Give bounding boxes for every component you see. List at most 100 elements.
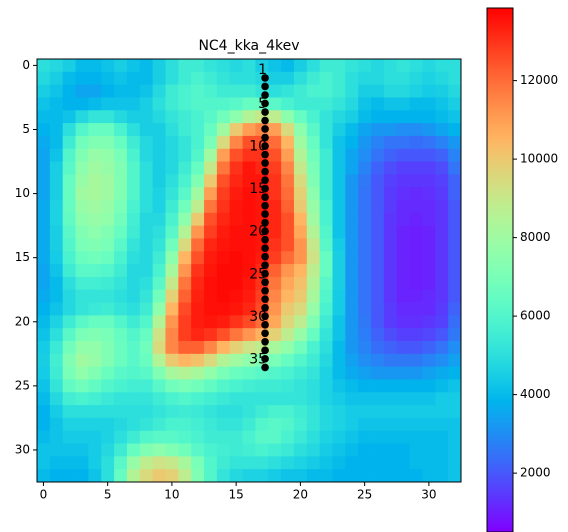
heatmap-cell — [293, 430, 308, 444]
heatmap-cell — [242, 123, 256, 137]
heatmap-cell — [268, 110, 282, 124]
heatmap-cell — [371, 276, 385, 291]
heatmap-cell — [126, 264, 141, 278]
heatmap-cell — [88, 366, 102, 380]
heatmap-cell — [126, 289, 141, 303]
heatmap-cell — [88, 225, 102, 239]
y-tick-label: 5 — [22, 122, 30, 136]
heatmap-cell — [319, 97, 333, 111]
heatmap-cell — [435, 443, 449, 457]
heatmap-cell — [101, 212, 115, 227]
heatmap-cell — [422, 71, 436, 86]
heatmap-cell — [319, 225, 333, 239]
heatmap-cell — [435, 430, 449, 444]
heatmap-cell — [293, 289, 308, 303]
heatmap-cell — [306, 443, 321, 457]
heatmap-cell — [319, 443, 333, 457]
heatmap-cell — [358, 84, 372, 98]
heatmap-cell — [306, 276, 321, 291]
heatmap-cell — [409, 430, 423, 444]
heatmap-cell — [448, 161, 462, 175]
heatmap-cell — [139, 59, 154, 73]
heatmap-cell — [75, 251, 89, 265]
heatmap-cell — [281, 366, 295, 380]
heatmap-cell — [165, 430, 179, 444]
heatmap-cell — [229, 264, 243, 278]
heatmap-cell — [396, 366, 411, 380]
heatmap-cell — [383, 353, 398, 368]
heatmap-cell — [88, 405, 102, 419]
x-tick-label: 25 — [357, 488, 372, 502]
heatmap-cell — [242, 405, 256, 419]
heatmap-cell — [204, 225, 218, 239]
heatmap-cell — [178, 392, 192, 406]
heatmap-cell — [383, 97, 398, 111]
heatmap-cell — [62, 328, 76, 342]
point — [261, 159, 269, 167]
heatmap-cell — [268, 456, 282, 470]
point — [261, 201, 269, 210]
heatmap-cell — [139, 392, 154, 406]
heatmap-cell — [101, 200, 115, 214]
heatmap-cell — [139, 443, 154, 457]
point — [261, 133, 269, 142]
heatmap-cell — [396, 392, 411, 406]
heatmap-cell — [49, 187, 64, 201]
heatmap-cell — [409, 71, 423, 86]
heatmap-cell — [229, 110, 243, 124]
heatmap-cell — [178, 430, 192, 444]
heatmap-cell — [268, 353, 282, 368]
heatmap-cell — [422, 392, 436, 406]
heatmap-cell — [114, 200, 128, 214]
heatmap-cell — [204, 379, 218, 393]
heatmap-cell — [62, 110, 76, 124]
x-tick-label: 20 — [293, 488, 308, 502]
heatmap-cell — [281, 456, 295, 470]
heatmap-cell — [242, 212, 256, 227]
heatmap-cell — [204, 264, 218, 278]
heatmap-cell — [422, 379, 436, 393]
heatmap-cell — [345, 59, 359, 73]
heatmap-cell — [409, 443, 423, 457]
heatmap-cell — [139, 238, 154, 252]
heatmap-cell — [422, 212, 436, 227]
heatmap-cell — [114, 469, 128, 483]
heatmap-cell — [281, 392, 295, 406]
heatmap-cell — [371, 328, 385, 342]
heatmap-cell — [114, 174, 128, 188]
heatmap-cell — [319, 212, 333, 227]
heatmap-cell — [101, 225, 115, 239]
heatmap-cell — [216, 264, 231, 278]
heatmap-cell — [371, 123, 385, 137]
heatmap-cell — [204, 443, 218, 457]
heatmap-cell — [126, 212, 141, 227]
heatmap-cell — [191, 341, 205, 355]
heatmap-cell — [409, 148, 423, 162]
heatmap-cell — [37, 97, 51, 111]
heatmap-cell — [139, 174, 154, 188]
point — [261, 235, 269, 244]
heatmap-cell — [191, 71, 205, 86]
heatmap-cell — [319, 161, 333, 175]
point-label: 5 — [258, 96, 267, 112]
heatmap-cell — [152, 469, 166, 483]
heatmap-cell — [216, 200, 231, 214]
heatmap-cell — [319, 469, 333, 483]
heatmap-cell — [191, 110, 205, 124]
heatmap-cell — [191, 328, 205, 342]
heatmap-cell — [319, 405, 333, 419]
heatmap-cell — [345, 123, 359, 137]
point — [261, 91, 269, 99]
heatmap-cell — [114, 251, 128, 265]
point — [261, 337, 269, 346]
heatmap-cell — [396, 328, 411, 342]
heatmap-cell — [371, 212, 385, 227]
heatmap-cell — [345, 302, 359, 316]
heatmap-cell — [114, 315, 128, 329]
heatmap-cell — [345, 379, 359, 393]
point — [261, 295, 269, 304]
heatmap-cell — [49, 469, 64, 483]
heatmap-cell — [114, 443, 128, 457]
heatmap-cell — [216, 212, 231, 227]
heatmap-cell — [216, 456, 231, 470]
